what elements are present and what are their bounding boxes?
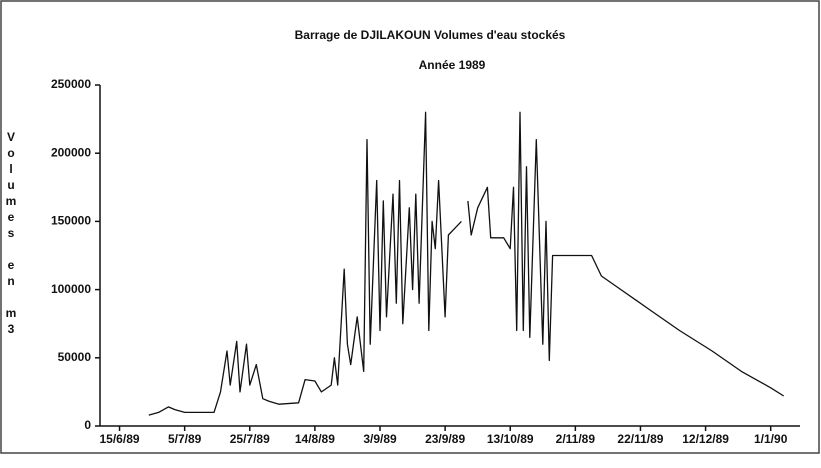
x-tick-label: 25/7/89 — [230, 432, 270, 446]
x-tick-label: 15/6/89 — [100, 432, 140, 446]
y-tick-label: 150000 — [51, 214, 91, 228]
x-tick-label: 5/7/89 — [168, 432, 202, 446]
x-tick-label: 12/12/89 — [682, 432, 729, 446]
chart-frame — [0, 0, 820, 454]
y-tick-label: 250000 — [51, 77, 91, 91]
x-tick-label: 3/9/89 — [363, 432, 397, 446]
y-tick-label: 0 — [84, 418, 91, 432]
y-tick-label: 200000 — [51, 145, 91, 159]
y-tick-label: 100000 — [51, 282, 91, 296]
x-tick-label: 23/9/89 — [425, 432, 465, 446]
x-tick-label: 2/11/89 — [556, 432, 596, 446]
data-line — [148, 111, 785, 416]
x-tick-label: 13/10/89 — [487, 432, 534, 446]
chart-title: Barrage de DJILAKOUN Volumes d'eau stock… — [295, 28, 566, 42]
x-tick-label: 1/1/90 — [754, 432, 788, 446]
y-tick-label: 50000 — [58, 350, 92, 364]
x-tick-label: 22/11/89 — [617, 432, 663, 446]
x-tick-label: 14/8/89 — [295, 432, 335, 446]
chart-subtitle: Année 1989 — [419, 58, 486, 72]
y-axis-label: Volumes en m3 — [4, 130, 18, 338]
